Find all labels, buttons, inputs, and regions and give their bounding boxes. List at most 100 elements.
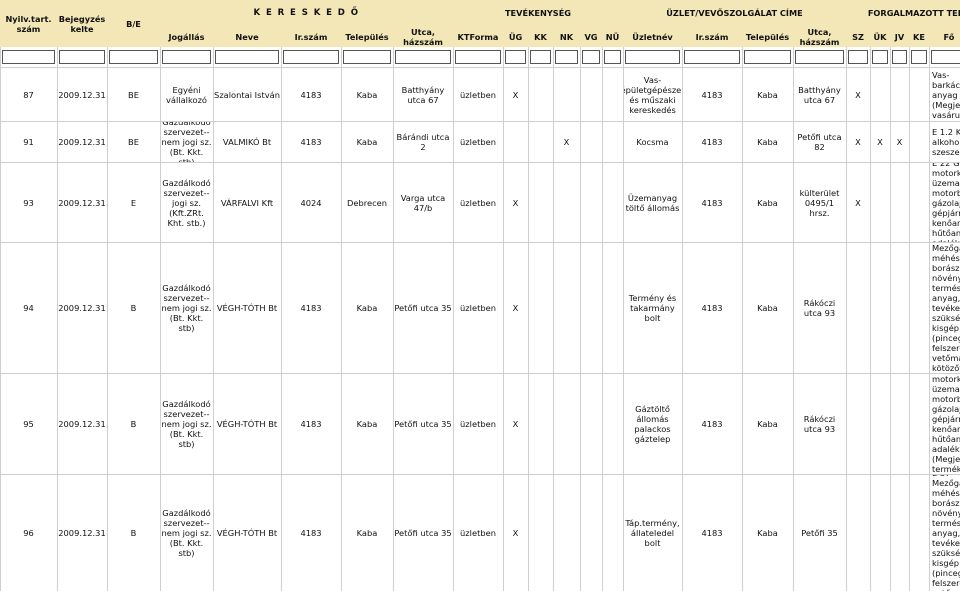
filter-input-sz[interactable] (848, 50, 868, 64)
header-tevekenyseg: TEVÉKENYSÉG (453, 0, 623, 26)
header-forgalmazott-termek: FORGALMAZOTT TERMÉK (846, 0, 960, 26)
grid-col-line (602, 0, 603, 591)
grid-col-line (742, 0, 743, 591)
cell-jogallas: Egyéni vállalkozó (165, 84, 207, 105)
cell-uk (871, 163, 889, 242)
header-b-e: B/E (107, 0, 160, 47)
grid-col-line (682, 0, 683, 591)
cell-utca: Batthyány utca 67 (401, 84, 445, 105)
header-neve: Neve (213, 26, 281, 47)
cell-jv (891, 163, 908, 242)
filter-input-vg[interactable] (582, 50, 600, 64)
cell-neve: Szalontai István (214, 89, 280, 100)
cell-kt: üzletben (460, 89, 496, 100)
grid-row-line (0, 373, 960, 374)
grid-col-line (929, 0, 930, 591)
filter-input-fo[interactable] (931, 50, 960, 64)
cell-uzletnev: Gáztöltő állomás palackos gáztelep (634, 404, 671, 444)
cell-vg (581, 374, 601, 474)
cell-vg (581, 243, 601, 373)
cell-nu (603, 68, 622, 121)
cell-uutca: külterület 0495/1 hrsz. (799, 187, 840, 218)
cell-jogallas: Gazdálkodó szervezet-- nem jogi sz. (Bt.… (161, 508, 212, 558)
cell-jogallas: Gazdálkodó szervezet-- nem jogi sz. (Bt.… (161, 399, 212, 449)
cell-be: E (130, 197, 137, 208)
filter-input-nu[interactable] (604, 50, 621, 64)
cell-kt: üzletben (460, 197, 496, 208)
cell-nr: 96 (23, 528, 34, 538)
filter-input-date[interactable] (59, 50, 105, 64)
cell-ug: X (512, 528, 519, 538)
grid-col-line (553, 0, 554, 591)
filter-input-nk[interactable] (555, 50, 578, 64)
filter-input-jogallas[interactable] (162, 50, 211, 64)
cell-sz (847, 475, 869, 591)
grid-col-line (453, 0, 454, 591)
cell-kk (529, 374, 552, 474)
cell-utca: Bárándi utca 2 (396, 132, 450, 152)
cell-utelep: Kaba (757, 137, 778, 147)
filter-input-uirsz[interactable] (684, 50, 740, 64)
header-nyilv-tart-szam: Nyilv.tart. szám (0, 0, 57, 47)
grid-row-line (0, 162, 960, 163)
header-sz: SZ (846, 26, 870, 47)
cell-uirsz: 4183 (701, 303, 723, 313)
cell-kk (529, 163, 552, 242)
cell-fo: E 22 Gé motorke üzeman motorbe gázolaj, … (932, 163, 960, 242)
cell-uutca: Rákóczi utca 93 (803, 414, 836, 434)
cell-jogallas: Gazdálkodó szervezet-- nem jogi sz. (Bt.… (161, 283, 212, 333)
cell-ug: X (512, 303, 519, 313)
filter-input-kt[interactable] (455, 50, 501, 64)
cell-jv (891, 243, 908, 373)
grid-col-line (528, 0, 529, 591)
cell-uutca: Batthyány utca 67 (798, 84, 841, 105)
filter-input-uutca[interactable] (795, 50, 844, 64)
filter-input-neve[interactable] (215, 50, 279, 64)
cell-ke (910, 475, 928, 591)
filter-input-be[interactable] (109, 50, 158, 64)
cell-utelep: Kaba (757, 197, 778, 208)
filter-input-telep[interactable] (343, 50, 391, 64)
cell-utelep: Kaba (757, 528, 778, 538)
filter-input-ug[interactable] (505, 50, 526, 64)
filter-input-utca[interactable] (395, 50, 451, 64)
filter-input-jv[interactable] (892, 50, 907, 64)
grid-col-line (909, 0, 910, 591)
cell-telep: Kaba (356, 419, 378, 429)
cell-uk (871, 374, 889, 474)
cell-kt: üzletben (460, 137, 496, 147)
cell-kk (529, 122, 552, 162)
grid-col-line (107, 0, 108, 591)
header-fo: Fő (929, 26, 960, 47)
cell-ug (504, 122, 527, 162)
header-kk: KK (528, 26, 553, 47)
cell-neve: VÉGH-TÓTH Bt (216, 528, 278, 538)
grid-col-line (793, 0, 794, 591)
filter-input-nr[interactable] (2, 50, 55, 64)
cell-kk (529, 243, 552, 373)
cell-nr: 94 (23, 303, 34, 313)
cell-sz (847, 374, 869, 474)
cell-utca: Petőfi utca 35 (394, 528, 452, 538)
filter-input-uk[interactable] (872, 50, 888, 64)
cell-fo: E 37 Mezőgaz méhésze borászat növényv te… (932, 243, 960, 373)
filter-input-irsz[interactable] (283, 50, 339, 64)
grid-col-line (213, 0, 214, 591)
grid-col-line (393, 0, 394, 591)
header-irszam: Ir.szám (281, 26, 341, 47)
cell-jv (891, 374, 908, 474)
cell-telep: Kaba (356, 137, 378, 147)
filter-input-kk[interactable] (530, 50, 551, 64)
cell-date: 2009.12.31 (58, 528, 106, 538)
filter-input-uzletnev[interactable] (625, 50, 680, 64)
grid-col-line (0, 0, 1, 591)
cell-neve: VALMIKÓ Bt (222, 137, 272, 147)
cell-uutca: Petőfi utca 82 (797, 132, 842, 152)
header-telepules-2: Település (742, 26, 793, 47)
cell-uk (871, 475, 889, 591)
grid-row-line (0, 121, 960, 122)
filter-input-utelep[interactable] (744, 50, 791, 64)
filter-input-ke[interactable] (911, 50, 927, 64)
cell-utca: Varga utca 47/b (400, 192, 446, 213)
cell-neve: VÉGH-TÓTH Bt (216, 303, 278, 313)
